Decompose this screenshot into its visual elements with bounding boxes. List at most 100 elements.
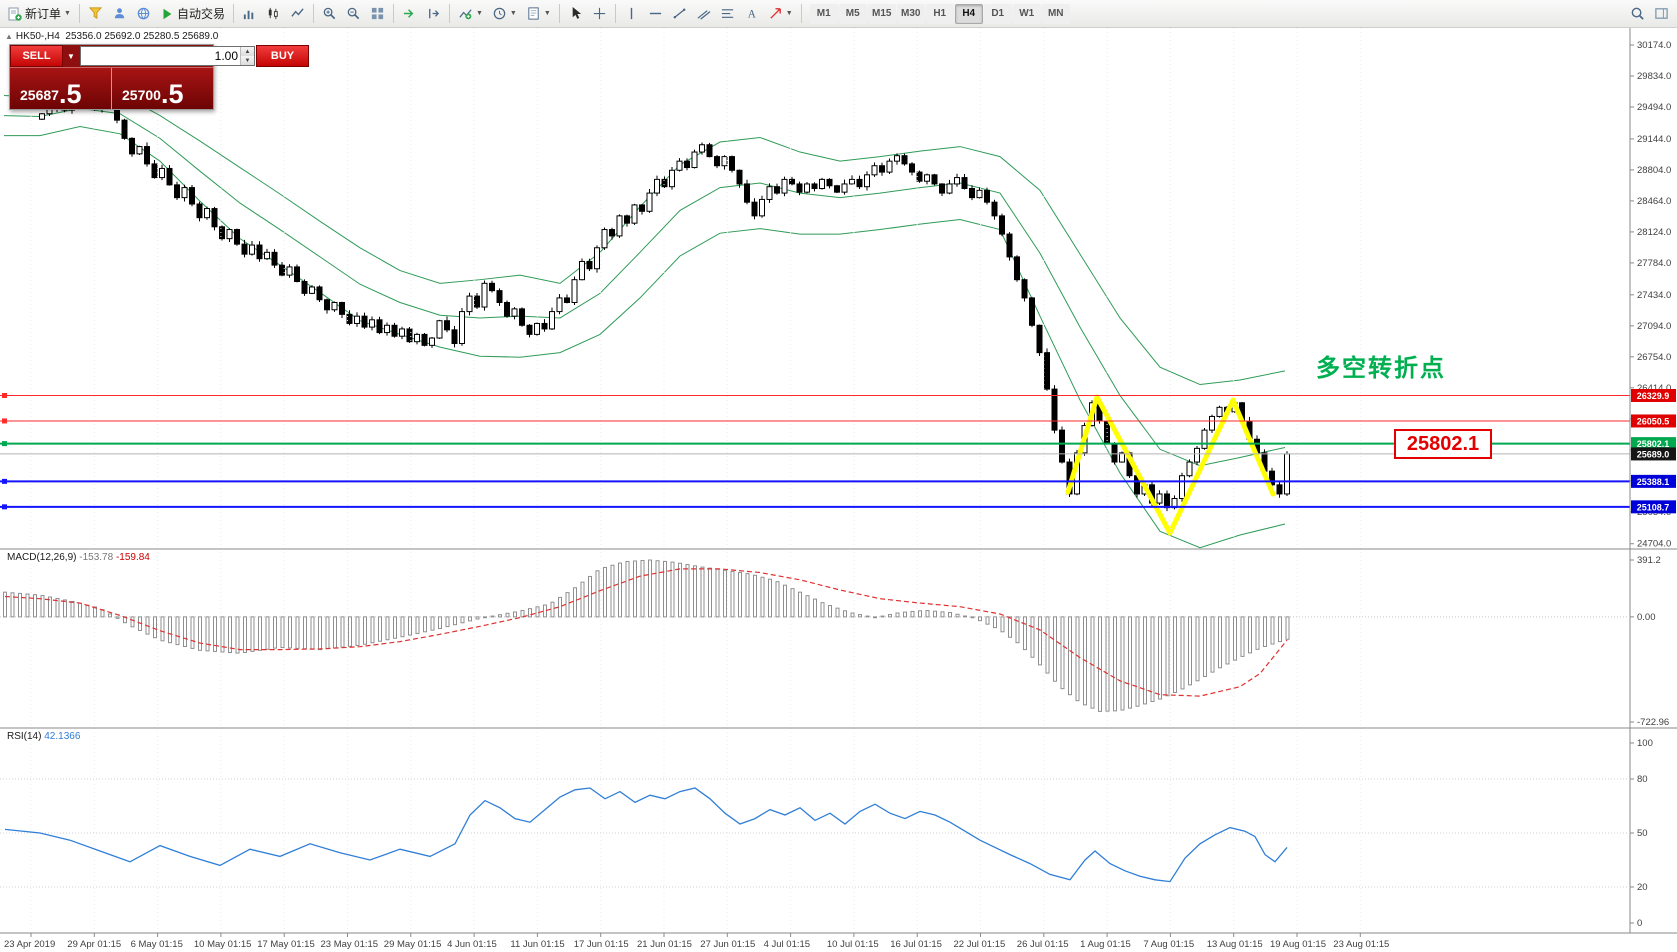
volume-box: ▲ ▼ — [80, 46, 255, 66]
new-order-label: 新订单 — [25, 7, 62, 21]
macd-name: MACD(12,26,9) — [7, 552, 77, 563]
channel-icon — [697, 10, 711, 20]
chart-annotation-text[interactable]: 多空转折点 — [1316, 355, 1446, 382]
filter-button[interactable] — [84, 2, 107, 25]
rsi-name: RSI(14) — [7, 731, 42, 742]
timeframe-mn-button[interactable]: MN — [1041, 3, 1070, 24]
play-icon — [163, 8, 172, 19]
panels-button[interactable] — [1650, 2, 1673, 25]
timeframe-d1-button[interactable]: D1 — [983, 3, 1012, 24]
svg-text:23 Apr 2019: 23 Apr 2019 — [4, 939, 55, 950]
zoom-in-icon — [323, 7, 336, 20]
macd-panel[interactable] — [0, 549, 1630, 728]
rsi-panel[interactable] — [0, 728, 1630, 933]
timeframe-m1-button[interactable]: M1 — [809, 3, 838, 24]
svg-text:27434.0: 27434.0 — [1637, 290, 1671, 301]
svg-text:26414.0: 26414.0 — [1637, 383, 1671, 394]
main-chart-area[interactable] — [0, 28, 1630, 549]
fibonacci-button[interactable] — [716, 2, 739, 25]
globe-icon — [137, 7, 150, 20]
svg-text:20: 20 — [1637, 882, 1648, 893]
crosshair-button[interactable] — [588, 2, 611, 25]
timeframe-m30-button[interactable]: M30 — [896, 3, 925, 24]
timeframe-h4-button[interactable]: H4 — [954, 3, 983, 24]
search-icon — [1631, 7, 1644, 20]
svg-text:28804.0: 28804.0 — [1637, 165, 1671, 176]
indicators-icon — [459, 9, 472, 20]
volume-input[interactable] — [81, 47, 240, 65]
chart-shift-button[interactable] — [422, 2, 445, 25]
zoom-in-button[interactable] — [318, 2, 341, 25]
svg-text:16 Jul 01:15: 16 Jul 01:15 — [890, 939, 942, 950]
svg-text:391.2: 391.2 — [1637, 555, 1661, 566]
tile-windows-button[interactable] — [366, 2, 389, 25]
timeframe-m15-button[interactable]: M15 — [867, 3, 896, 24]
toolbar-separator — [312, 4, 314, 23]
time-axis[interactable] — [0, 933, 1677, 952]
candlestick-chart-button[interactable] — [262, 2, 285, 25]
candlestick-icon — [268, 7, 278, 20]
svg-text:21 Jun 01:15: 21 Jun 01:15 — [637, 939, 692, 950]
profiles-button[interactable] — [108, 2, 131, 25]
bar-chart-button[interactable] — [238, 2, 261, 25]
new-order-button[interactable]: 新订单 ▼ — [4, 2, 75, 25]
svg-text:17 May 01:15: 17 May 01:15 — [257, 939, 315, 950]
volume-down-button[interactable]: ▼ — [241, 56, 254, 65]
chevron-down-icon: ▼ — [509, 10, 517, 17]
zoom-out-button[interactable] — [342, 2, 365, 25]
vertical-line-button[interactable] — [620, 2, 643, 25]
chevron-down-icon: ▼ — [785, 10, 793, 17]
indicators-button[interactable]: ▼ — [454, 2, 487, 25]
price-callout-box[interactable]: 25802.1 — [1394, 429, 1492, 459]
svg-text:13 Aug 01:15: 13 Aug 01:15 — [1207, 939, 1263, 950]
macd-label: MACD(12,26,9) -153.78 -159.84 — [7, 552, 150, 563]
svg-text:A: A — [748, 8, 757, 20]
svg-text:24704.0: 24704.0 — [1637, 539, 1671, 550]
text-button[interactable]: A — [740, 2, 763, 25]
timeframe-m5-button[interactable]: M5 — [838, 3, 867, 24]
bid-price-area[interactable]: 25687 .5 — [10, 68, 112, 109]
macd-value: -153.78 — [79, 552, 114, 563]
templates-button[interactable]: ▼ — [522, 2, 555, 25]
collapse-triangle-icon[interactable]: ▲ — [5, 32, 13, 41]
trendline-button[interactable] — [668, 2, 691, 25]
svg-text:4 Jul 01:15: 4 Jul 01:15 — [764, 939, 810, 950]
svg-text:17 Jun 01:15: 17 Jun 01:15 — [574, 939, 629, 950]
buy-button[interactable]: BUY — [256, 45, 309, 67]
channel-button[interactable] — [692, 2, 715, 25]
svg-text:26 Jul 01:15: 26 Jul 01:15 — [1017, 939, 1069, 950]
fibonacci-icon — [721, 9, 733, 18]
arrows-button[interactable]: ▼ — [764, 2, 797, 25]
cursor-icon — [572, 6, 581, 19]
svg-text:30174.0: 30174.0 — [1637, 40, 1671, 51]
autotrading-button[interactable]: 自动交易 — [156, 2, 229, 25]
trade-panel-options-caret[interactable]: ▼ — [67, 51, 75, 61]
ask-price-area[interactable]: 25700 .5 — [112, 68, 213, 109]
price-axis[interactable] — [1630, 28, 1677, 933]
timeframe-h1-button[interactable]: H1 — [925, 3, 954, 24]
horizontal-line-icon — [649, 12, 661, 15]
chevron-down-icon: ▼ — [543, 10, 551, 17]
line-chart-button[interactable] — [286, 2, 309, 25]
svg-text:80: 80 — [1637, 774, 1648, 785]
horizontal-line-button[interactable] — [644, 2, 667, 25]
sell-button[interactable]: SELL — [10, 45, 63, 67]
timeframe-w1-button[interactable]: W1 — [1012, 3, 1041, 24]
toolbar-separator — [448, 4, 450, 23]
svg-text:27784.0: 27784.0 — [1637, 258, 1671, 269]
svg-text:19 Aug 01:15: 19 Aug 01:15 — [1270, 939, 1326, 950]
periods-button[interactable]: ▼ — [488, 2, 521, 25]
svg-text:10 Jul 01:15: 10 Jul 01:15 — [827, 939, 879, 950]
svg-text:50: 50 — [1637, 828, 1648, 839]
auto-scroll-button[interactable] — [398, 2, 421, 25]
svg-text:29144.0: 29144.0 — [1637, 134, 1671, 145]
svg-text:29494.0: 29494.0 — [1637, 102, 1671, 113]
volume-up-button[interactable]: ▲ — [241, 47, 254, 56]
toolbar-separator — [614, 4, 616, 23]
cursor-button[interactable] — [564, 2, 587, 25]
community-button[interactable] — [132, 2, 155, 25]
search-button[interactable] — [1626, 2, 1649, 25]
svg-text:26050.5: 26050.5 — [1637, 416, 1670, 426]
svg-text:27094.0: 27094.0 — [1637, 321, 1671, 332]
